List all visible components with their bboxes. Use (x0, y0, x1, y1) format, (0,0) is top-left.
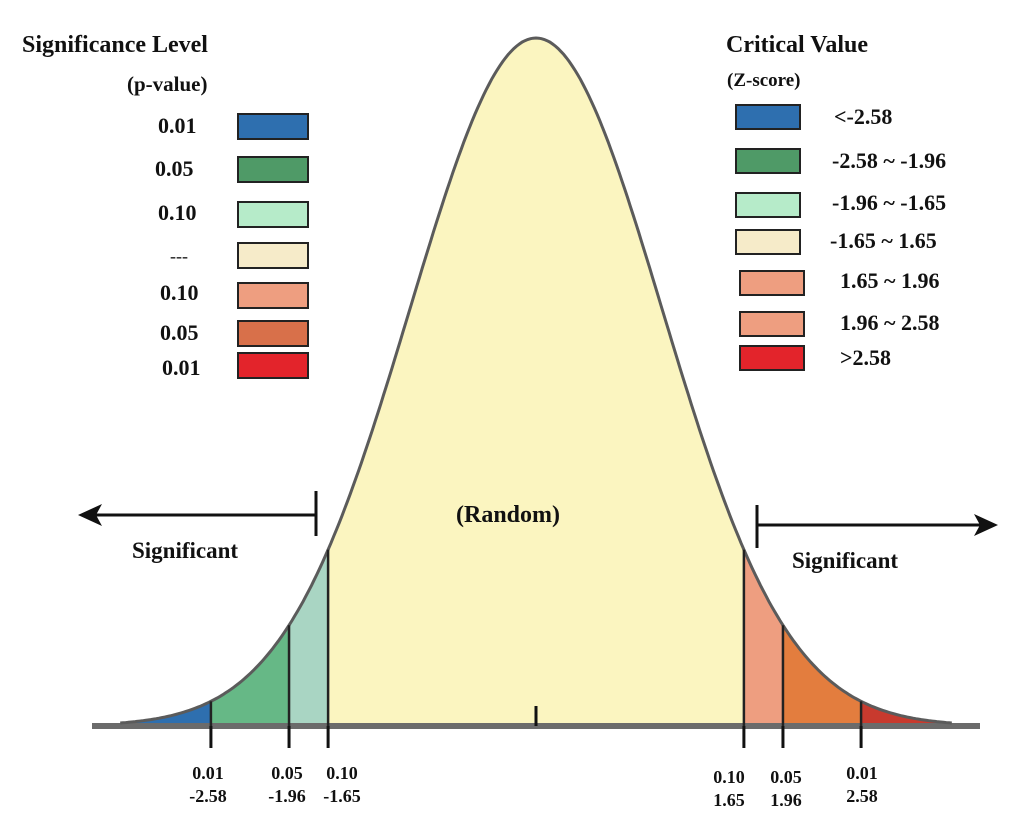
right-legend-label-4: -1.65 ~ 1.65 (830, 228, 937, 253)
right-legend-swatch-5 (739, 270, 805, 296)
right-legend-label-7: >2.58 (840, 345, 892, 370)
right-significant-label: Significant (792, 548, 899, 573)
random-region-label: (Random) (456, 502, 561, 528)
right-legend-label-2: -2.58 ~ -1.96 (832, 148, 947, 173)
right-legend-subtitle: (Z-score) (727, 70, 801, 91)
tick-z-value: 1.96 (770, 790, 802, 810)
left-legend-label-2: 0.05 (155, 156, 194, 181)
right-legend-swatch-3 (735, 192, 801, 218)
left-legend-swatch-5 (237, 282, 309, 309)
left-legend-label-7: 0.01 (162, 355, 201, 380)
distribution-region-5 (743, 549, 783, 726)
tick-label-left-001: 0.01 -2.58 (182, 762, 234, 808)
tick-z-value: -1.96 (268, 786, 306, 806)
right-legend-label-1: <-2.58 (834, 104, 893, 129)
right-legend-swatch-6 (739, 311, 805, 337)
right-legend-swatch-4 (735, 229, 801, 255)
tick-p-value: 0.01 (846, 763, 878, 783)
left-legend-label-4: --- (170, 246, 188, 266)
tick-z-value: -2.58 (189, 786, 227, 806)
left-legend-subtitle: (p-value) (127, 72, 208, 96)
tick-label-left-010: 0.10 -1.65 (316, 762, 368, 808)
tick-p-value: 0.10 (326, 763, 358, 783)
bell-curve-outline (120, 36, 952, 725)
right-arrow-head (974, 514, 998, 536)
left-legend-swatch-3 (237, 201, 309, 228)
left-legend-swatch-2 (237, 156, 309, 183)
tick-p-value: 0.10 (713, 767, 745, 787)
tick-z-value: -1.65 (323, 786, 361, 806)
right-legend-swatch-1 (735, 104, 801, 130)
left-legend-title: Significance Level (22, 32, 208, 58)
tick-z-value: 2.58 (846, 786, 878, 806)
distribution-region-1 (120, 701, 211, 726)
left-legend-label-1: 0.01 (158, 113, 197, 138)
left-legend-swatch-6 (237, 320, 309, 347)
tick-p-value: 0.01 (192, 763, 224, 783)
left-legend-swatch-1 (237, 113, 309, 140)
left-legend-swatch-4 (237, 242, 309, 269)
distribution-region-7 (861, 701, 952, 726)
left-legend-label-3: 0.10 (158, 200, 197, 225)
right-legend-swatch-7 (739, 345, 805, 371)
tick-label-right-001: 0.01 2.58 (836, 762, 888, 808)
left-legend-label-5: 0.10 (160, 280, 199, 305)
right-legend-title: Critical Value (726, 32, 868, 58)
right-legend-label-6: 1.96 ~ 2.58 (840, 310, 940, 335)
left-legend-swatch-7 (237, 352, 309, 379)
distribution-region-4 (328, 38, 744, 726)
right-legend-label-3: -1.96 ~ -1.65 (832, 190, 947, 215)
right-legend-swatch-2 (735, 148, 801, 174)
left-significant-label: Significant (132, 538, 239, 563)
distribution-region-3 (289, 549, 329, 726)
tick-p-value: 0.05 (271, 763, 303, 783)
left-legend-label-6: 0.05 (160, 320, 199, 345)
tick-label-left-005: 0.05 -1.96 (261, 762, 313, 808)
left-arrow-head (78, 504, 102, 526)
tick-p-value: 0.05 (770, 767, 802, 787)
tick-label-right-010: 0.10 1.65 (703, 766, 755, 812)
tick-label-right-005: 0.05 1.96 (763, 766, 809, 812)
tick-z-value: 1.65 (713, 790, 745, 810)
right-legend-label-5: 1.65 ~ 1.96 (840, 268, 940, 293)
